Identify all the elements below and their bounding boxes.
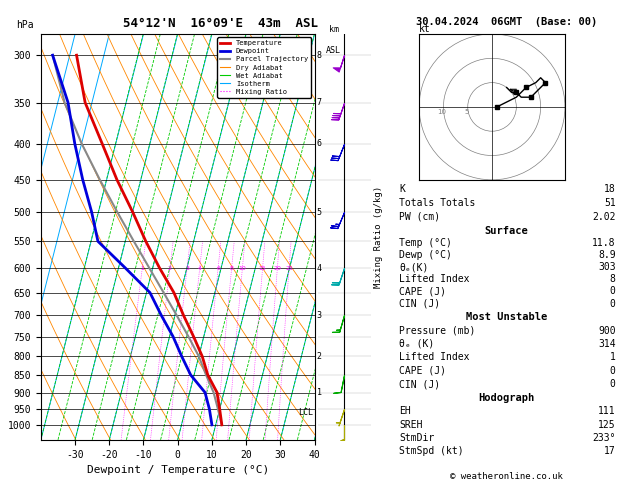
Text: 1: 1 — [316, 388, 321, 397]
Text: CAPE (J): CAPE (J) — [399, 365, 447, 376]
Text: SREH: SREH — [399, 419, 423, 430]
Text: 1: 1 — [140, 265, 144, 271]
Text: 4: 4 — [198, 265, 202, 271]
Text: 314: 314 — [598, 339, 616, 349]
Text: 0: 0 — [610, 379, 616, 389]
Text: 25: 25 — [285, 265, 293, 271]
Text: 15: 15 — [259, 265, 267, 271]
Text: Surface: Surface — [484, 226, 528, 236]
Text: Hodograph: Hodograph — [478, 393, 535, 403]
Text: 233°: 233° — [593, 433, 616, 443]
Text: 3: 3 — [316, 311, 321, 320]
X-axis label: Dewpoint / Temperature (°C): Dewpoint / Temperature (°C) — [87, 465, 269, 475]
Text: Mixing Ratio (g/kg): Mixing Ratio (g/kg) — [374, 186, 384, 288]
Text: hPa: hPa — [16, 20, 34, 30]
Text: 0: 0 — [610, 298, 616, 309]
Text: kt: kt — [419, 24, 431, 34]
Text: EH: EH — [399, 406, 411, 417]
Text: 54°12'N  16°09'E  43m  ASL: 54°12'N 16°09'E 43m ASL — [123, 17, 318, 30]
Text: 900: 900 — [598, 326, 616, 336]
Text: Lifted Index: Lifted Index — [399, 274, 470, 284]
Text: Totals Totals: Totals Totals — [399, 198, 476, 208]
Text: 18: 18 — [604, 184, 616, 194]
Text: 30.04.2024  06GMT  (Base: 00): 30.04.2024 06GMT (Base: 00) — [416, 17, 597, 27]
Text: 1: 1 — [610, 352, 616, 363]
Text: 10: 10 — [437, 109, 446, 115]
Text: StmDir: StmDir — [399, 433, 435, 443]
Text: 8: 8 — [316, 51, 321, 60]
Text: K: K — [399, 184, 405, 194]
Text: θₑ (K): θₑ (K) — [399, 339, 435, 349]
Text: 8: 8 — [610, 274, 616, 284]
Text: 111: 111 — [598, 406, 616, 417]
Text: 3: 3 — [185, 265, 189, 271]
Text: CAPE (J): CAPE (J) — [399, 286, 447, 296]
Text: 303: 303 — [598, 262, 616, 272]
Text: 2: 2 — [316, 352, 321, 361]
Text: 6: 6 — [316, 139, 321, 148]
Text: 2.02: 2.02 — [593, 212, 616, 222]
Text: StmSpd (kt): StmSpd (kt) — [399, 446, 464, 456]
Text: 5: 5 — [316, 208, 321, 217]
Text: 10: 10 — [238, 265, 247, 271]
Y-axis label: hPa: hPa — [0, 227, 2, 247]
Text: 51: 51 — [604, 198, 616, 208]
Text: © weatheronline.co.uk: © weatheronline.co.uk — [450, 472, 563, 481]
Text: Dewp (°C): Dewp (°C) — [399, 250, 452, 260]
Text: 0: 0 — [610, 365, 616, 376]
Text: Most Unstable: Most Unstable — [465, 312, 547, 322]
Text: 4: 4 — [316, 263, 321, 273]
Text: CIN (J): CIN (J) — [399, 298, 440, 309]
Text: PW (cm): PW (cm) — [399, 212, 440, 222]
Text: Pressure (mb): Pressure (mb) — [399, 326, 476, 336]
Text: 7: 7 — [316, 98, 321, 107]
Text: 5: 5 — [465, 109, 469, 115]
Text: 0: 0 — [610, 286, 616, 296]
Text: 6: 6 — [216, 265, 220, 271]
Text: 17: 17 — [604, 446, 616, 456]
Text: 125: 125 — [598, 419, 616, 430]
Text: 8.9: 8.9 — [598, 250, 616, 260]
Legend: Temperature, Dewpoint, Parcel Trajectory, Dry Adiabat, Wet Adiabat, Isotherm, Mi: Temperature, Dewpoint, Parcel Trajectory… — [217, 37, 311, 98]
Text: ASL: ASL — [326, 46, 341, 55]
Text: θₑ(K): θₑ(K) — [399, 262, 429, 272]
Text: Lifted Index: Lifted Index — [399, 352, 470, 363]
Text: Temp (°C): Temp (°C) — [399, 238, 452, 248]
Text: 2: 2 — [168, 265, 172, 271]
Text: LCL: LCL — [298, 408, 313, 417]
Text: 11.8: 11.8 — [593, 238, 616, 248]
Text: CIN (J): CIN (J) — [399, 379, 440, 389]
Text: 8: 8 — [230, 265, 233, 271]
Text: 20: 20 — [274, 265, 281, 271]
Text: km: km — [329, 25, 338, 34]
